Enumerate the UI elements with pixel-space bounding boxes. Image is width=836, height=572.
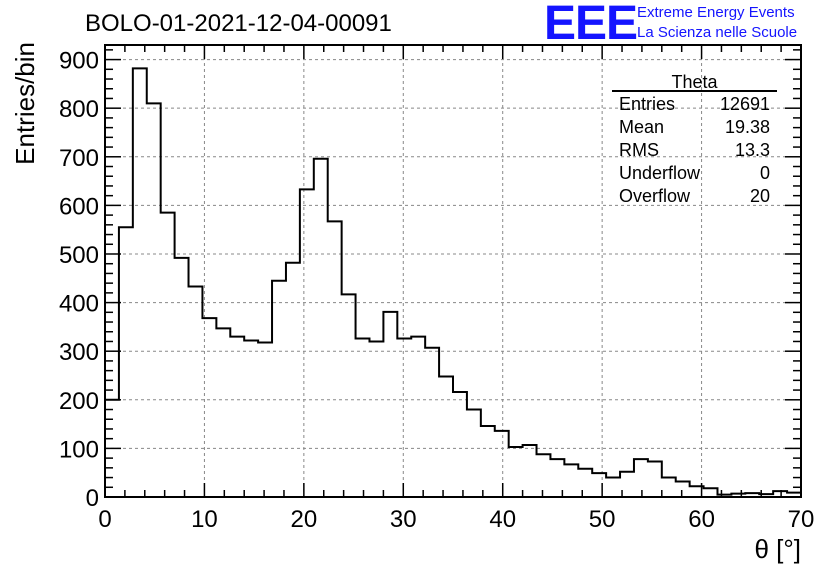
histogram-line [104,67,802,497]
stats-row-label: Underflow [619,163,701,183]
histogram-bin [342,294,356,497]
histogram-bin [425,348,439,497]
histogram-bin [119,227,133,497]
stats-box-title: Theta [671,72,718,92]
histogram-bin [411,337,425,497]
histogram-bin [453,392,467,497]
y-tick-label: 300 [59,339,99,366]
histogram-bin [537,454,551,497]
histogram-bin [272,281,286,497]
histogram-bin [175,258,189,497]
x-tick-label: 10 [191,506,218,533]
x-axis-label: θ [°] [754,534,801,564]
logo-caption-line2: La Scienza nelle Scuole [637,24,798,41]
histogram-bin [662,478,676,497]
histogram-bin [300,189,314,497]
stats-row-value: 13.3 [735,140,770,160]
histogram-bin [509,447,523,497]
histogram-bin [286,263,300,497]
y-tick-label: 900 [59,48,99,75]
stats-row-value: 12691 [720,94,770,114]
y-tick-label: 600 [59,193,99,220]
logo-caption-line1: Extreme Energy Events [637,4,795,21]
chart-title: BOLO-01-2021-12-04-00091 [85,10,392,37]
histogram-bin [369,341,383,497]
x-tick-label: 40 [489,506,516,533]
histogram-bin [397,339,411,497]
stats-row-label: Mean [619,117,664,137]
histogram-bin [216,328,230,497]
histogram-bin [467,410,481,497]
histogram-bin [383,312,397,497]
histogram-bin [230,337,244,497]
histogram-bin [356,339,370,497]
x-tick-label: 70 [788,506,815,533]
x-tick-label: 20 [291,506,318,533]
histogram-bin [258,342,272,497]
histogram-bin [564,464,578,497]
histogram-bin [578,469,592,497]
x-tick-label: 50 [589,506,616,533]
stats-row-value: 19.38 [725,117,770,137]
histogram-bin [606,478,620,497]
histogram-bin [523,445,537,497]
x-tick-label: 60 [688,506,715,533]
histogram-bin [592,473,606,497]
x-tick-label: 30 [390,506,417,533]
eee-logo: EEE [544,0,638,50]
y-tick-label: 800 [59,96,99,123]
histogram-bin [328,221,342,497]
histogram-bin [676,481,690,497]
histogram-bin [147,103,161,497]
stats-row-label: Overflow [619,186,691,206]
histogram-bin [495,431,509,497]
histogram-bin [481,426,495,497]
stats-row-value: 20 [750,186,770,206]
histogram-bin [704,488,718,497]
y-tick-label: 500 [59,242,99,269]
histogram-bin [648,462,662,497]
stats-row-label: RMS [619,140,659,160]
histogram-bin [439,376,453,497]
plot-frame [104,44,802,498]
stats-row-value: 0 [760,163,770,183]
y-tick-label: 400 [59,291,99,318]
histogram-bin [314,159,328,497]
y-tick-label: 700 [59,145,99,172]
histogram-bin [161,213,175,497]
histogram-bin [133,68,147,497]
logo-caption: Extreme Energy Events La Scienza nelle S… [637,3,797,43]
y-tick-label: 0 [86,485,99,512]
x-tick-label: 0 [98,506,111,533]
y-tick-label: 100 [59,436,99,463]
histogram-bin [244,341,258,497]
histogram-bin [634,459,648,497]
y-axis-label: Entries/bin [10,42,40,165]
y-tick-label: 200 [59,388,99,415]
histogram-bin [189,287,203,497]
stats-row-label: Entries [619,94,675,114]
